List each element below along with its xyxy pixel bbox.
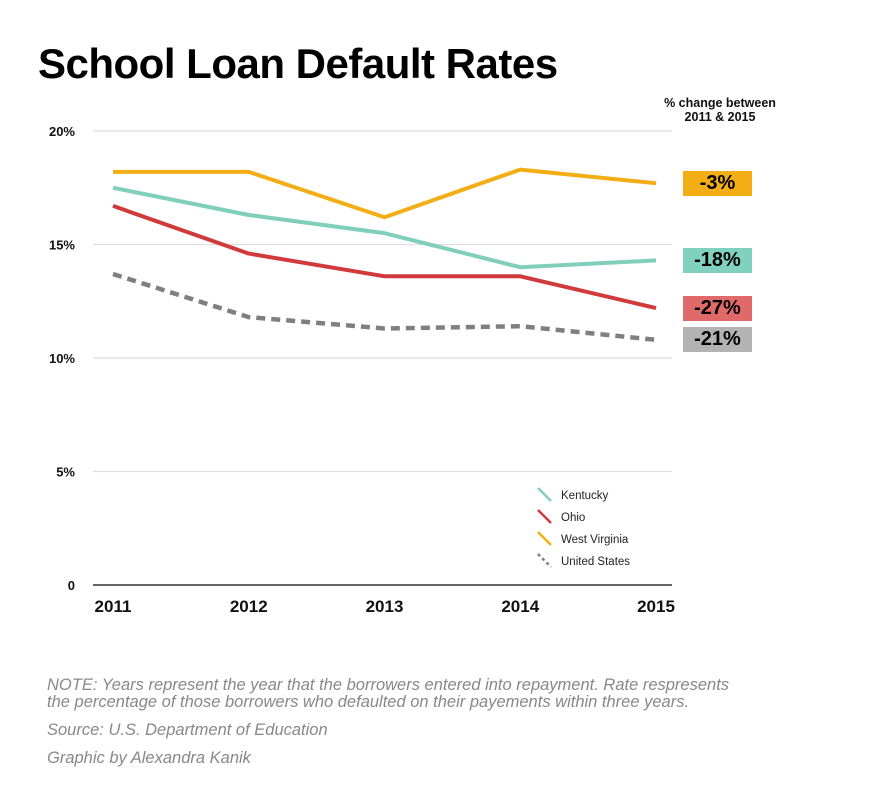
y-tick-label: 10% (49, 351, 75, 366)
change-badge-ohio: -27% (683, 295, 752, 321)
legend-label: West Virginia (561, 534, 629, 546)
legend-label: Ohio (561, 512, 585, 524)
legend-label: Kentucky (561, 490, 609, 502)
series-line-ohio (112, 204, 657, 311)
x-tick-label: 2014 (501, 597, 539, 616)
legend-label: United States (561, 556, 630, 568)
y-tick-label: 0 (68, 578, 75, 593)
change-header: % change between 2011 & 2015 (640, 96, 800, 124)
x-tick-label: 2013 (366, 597, 404, 616)
change-header-line1: % change between (664, 96, 776, 110)
line-chart: 0 5% 10% 15% 20% 2011 2012 2013 2014 2015 Kentuc… (49, 124, 675, 616)
legend: Kentucky Ohio West Virginia United States (537, 487, 630, 568)
chart-title: School Loan Default Rates (38, 40, 558, 87)
series-line-united-states (112, 271, 657, 343)
y-axis-ticks: 0 5% 10% 15% 20% (49, 124, 75, 593)
series-line-west-virginia (113, 167, 657, 220)
footnote-line2: the percentage of those borrowers who de… (47, 693, 690, 711)
legend-swatch (537, 531, 552, 546)
x-axis-ticks: 2011 2012 2013 2014 2015 (95, 597, 675, 616)
x-tick-label: 2015 (637, 597, 675, 616)
source-note: Source: U.S. Department of Education (47, 721, 328, 739)
change-badge-west-virginia: -3% (683, 170, 752, 196)
y-tick-label: 20% (49, 124, 75, 139)
legend-swatch (537, 487, 552, 502)
footnote-line1: NOTE: Years represent the year that the … (47, 676, 730, 694)
x-tick-label: 2011 (95, 597, 132, 616)
change-badge-united-states: -21% (683, 327, 752, 353)
y-tick-label: 15% (49, 238, 75, 253)
change-header-line2: 2011 & 2015 (684, 110, 756, 124)
series-lines (112, 167, 657, 343)
change-badge-kentucky: -18% (683, 247, 752, 273)
x-tick-label: 2012 (230, 597, 268, 616)
series-line-kentucky (112, 185, 657, 270)
y-tick-label: 5% (56, 465, 75, 480)
legend-swatch (537, 553, 552, 568)
credit-note: Graphic by Alexandra Kanik (47, 749, 251, 767)
legend-swatch (537, 509, 552, 524)
gridlines (93, 130, 672, 586)
